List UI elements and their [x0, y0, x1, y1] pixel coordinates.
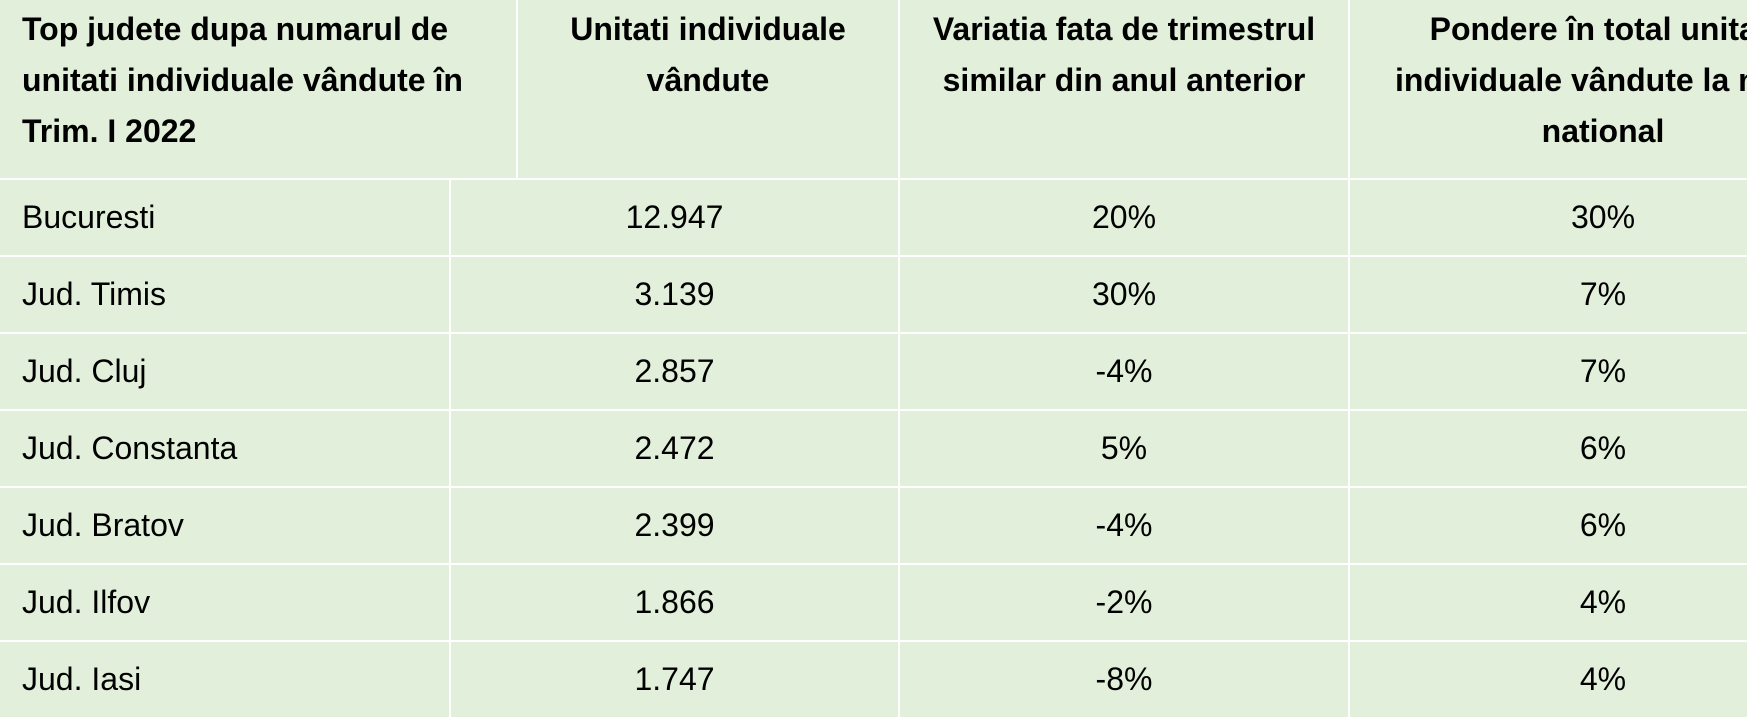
region-name: Jud. Constanta [0, 411, 451, 488]
data-cell: 2.399 [451, 488, 900, 565]
region-name: Jud. Bratov [0, 488, 451, 565]
data-cell: 6% [1350, 488, 1747, 565]
data-cell: 7% [1350, 257, 1747, 334]
data-cell: 4% [1350, 565, 1747, 642]
data-cell: 4% [1350, 642, 1747, 717]
data-cell: 7% [1350, 334, 1747, 411]
region-name: Jud. Timis [0, 257, 451, 334]
data-cell: 30% [900, 257, 1350, 334]
data-cell: 5% [900, 411, 1350, 488]
header-cell: Top judete dupa numarul de unitati indiv… [0, 0, 518, 180]
header-cell: Unitati individuale vândute [518, 0, 900, 180]
data-cell: 1.866 [451, 565, 900, 642]
data-cell: -4% [900, 334, 1350, 411]
header-cell: Variatia fata de trimestrul similar din … [900, 0, 1350, 180]
data-cell: -4% [900, 488, 1350, 565]
region-name: Jud. Ilfov [0, 565, 451, 642]
data-cell: 20% [900, 180, 1350, 257]
data-cell: -2% [900, 565, 1350, 642]
data-cell: 2.857 [451, 334, 900, 411]
data-cell: 1.747 [451, 642, 900, 717]
data-cell: 12.947 [451, 180, 900, 257]
data-cell: 6% [1350, 411, 1747, 488]
data-cell: 30% [1350, 180, 1747, 257]
data-cell: 3.139 [451, 257, 900, 334]
data-cell: 2.472 [451, 411, 900, 488]
region-name: Bucuresti [0, 180, 451, 257]
region-name: Jud. Cluj [0, 334, 451, 411]
header-cell: Pondere în total unitati individuale vân… [1350, 0, 1747, 180]
data-cell: -8% [900, 642, 1350, 717]
region-name: Jud. Iasi [0, 642, 451, 717]
